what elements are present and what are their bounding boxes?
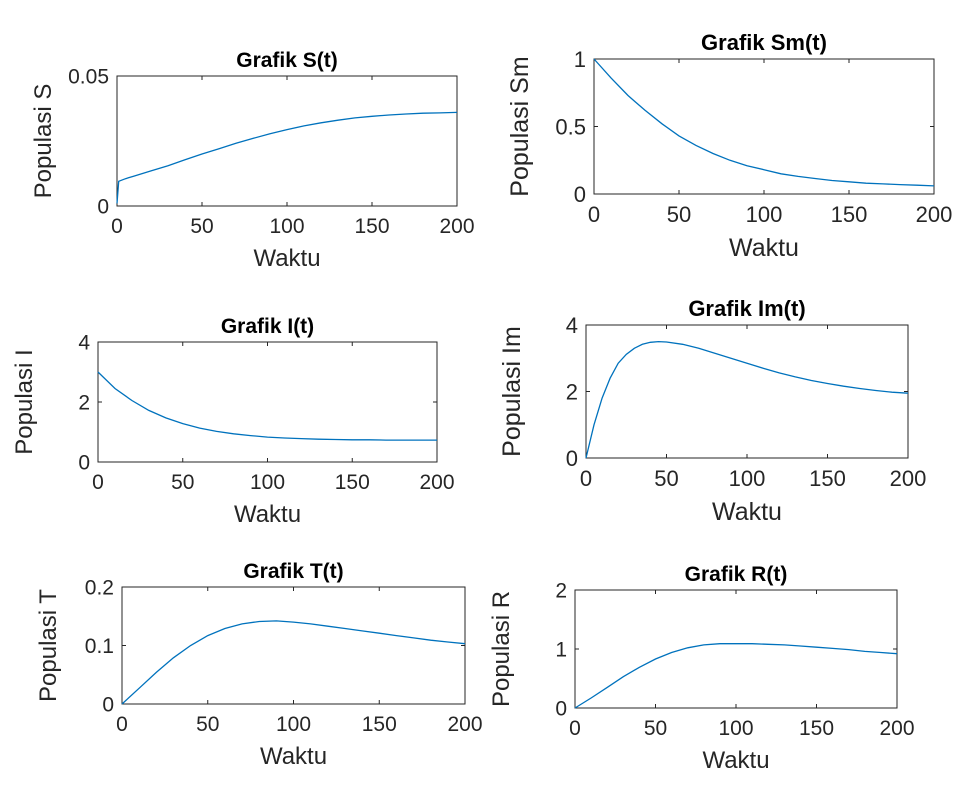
x-tick-label: 150 [809,466,846,491]
x-tick-label: 100 [746,202,783,227]
x-tick-label: 150 [354,215,389,238]
x-tick-label: 150 [335,471,370,494]
x-tick-label: 200 [879,717,914,740]
y-axis-label: Populasi I [11,349,38,454]
y-tick-label: 0.5 [555,114,586,139]
plot-area [97,341,438,463]
chart-title: Grafik Sm(t) [701,30,827,55]
y-tick-label: 0.1 [85,635,114,658]
x-tick-label: 100 [269,215,304,238]
x-tick-label: 50 [644,717,667,740]
y-tick-label: 2 [555,580,567,603]
plot-area [593,58,935,195]
x-axis-label: Waktu [234,501,301,528]
x-tick-label: 150 [831,202,868,227]
y-tick-label: 1 [574,47,586,72]
x-tick-label: 150 [362,713,397,736]
plot-area [585,324,909,459]
y-tick-label: 0 [566,446,578,471]
y-tick-label: 2 [78,392,90,415]
x-tick-label: 150 [799,717,834,740]
x-tick-label: 100 [276,713,311,736]
x-axis-label: Waktu [729,234,799,262]
x-tick-label: 100 [718,717,753,740]
y-axis-label: Populasi T [35,589,62,702]
y-tick-label: 0 [574,182,586,207]
series-line-1 [574,643,898,709]
x-tick-label: 200 [439,215,474,238]
x-tick-label: 0 [588,202,600,227]
subplot-6: 0 50 100 150 200 0 1 2 Grafik R(t) Waktu Populasi … [488,563,915,774]
y-axis-label: Populasi Im [498,326,526,457]
x-tick-label: 0 [111,215,123,238]
y-tick-label: 1 [555,639,567,662]
y-tick-label: 4 [78,332,90,355]
x-axis-label: Waktu [712,498,782,526]
x-axis-label: Waktu [260,743,327,770]
y-tick-label: 4 [566,313,578,338]
chart-title: Grafik T(t) [243,560,343,583]
subplot-3: 0 50 100 150 200 0 2 4 Grafik I(t) Waktu Populasi … [11,315,455,528]
series-line-1 [116,111,458,204]
series-line-1 [585,340,909,459]
y-tick-label: 0 [78,452,90,475]
x-axis-label: Waktu [702,747,769,774]
plot-area [121,586,466,705]
x-tick-label: 200 [916,202,953,227]
x-tick-label: 0 [580,466,592,491]
x-tick-label: 50 [190,215,213,238]
series-line-1 [121,620,466,705]
y-axis-label: Populasi R [488,591,515,707]
subplot-2: 0 50 100 150 200 0 0.5 1 Grafik Sm(t) Waktu Popula… [506,30,952,262]
series-line-1 [97,371,437,441]
x-tick-label: 200 [890,466,927,491]
x-tick-label: 100 [729,466,766,491]
y-tick-label: 0.05 [68,66,109,89]
x-tick-label: 50 [171,471,194,494]
plot-area [116,75,458,207]
y-tick-label: 0.2 [85,577,114,600]
y-tick-label: 2 [566,379,578,404]
y-axis-label: Populasi Sm [506,56,534,196]
subplot-1: 0 50 100 150 200 0 0.05 Grafik S(t) Waktu Populas… [30,49,475,272]
x-axis-label: Waktu [253,245,320,272]
y-axis-label: Populasi S [30,84,57,199]
chart-title: Grafik R(t) [685,563,788,586]
x-tick-label: 0 [116,713,128,736]
x-tick-label: 50 [654,466,678,491]
subplot-5: 0 50 100 150 200 0 0.1 0.2 Grafik T(t) Waktu Popul… [35,560,483,770]
y-tick-label: 0 [555,698,567,721]
x-tick-label: 50 [196,713,219,736]
x-tick-label: 100 [250,471,285,494]
chart-title: Grafik S(t) [236,49,338,72]
chart-title: Grafik I(t) [221,315,314,338]
subplot-4: 0 50 100 150 200 0 2 4 Grafik Im(t) Waktu Populasi… [498,296,926,526]
x-tick-label: 0 [92,471,104,494]
x-tick-label: 200 [419,471,454,494]
chart-title: Grafik Im(t) [688,296,805,321]
x-tick-label: 50 [667,202,691,227]
series-line-1 [593,58,935,187]
x-tick-label: 0 [569,717,581,740]
y-tick-label: 0 [97,196,109,219]
y-tick-label: 0 [102,694,114,717]
x-tick-label: 200 [447,713,482,736]
